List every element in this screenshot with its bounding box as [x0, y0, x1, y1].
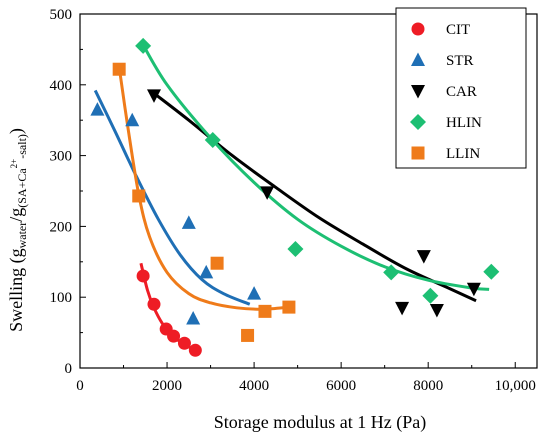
data-point-cit	[136, 269, 150, 283]
legend-marker-hlin	[410, 114, 426, 130]
y-tick-label: 200	[50, 219, 73, 235]
data-point-llin	[241, 328, 255, 342]
legend-label-str: STR	[446, 53, 474, 69]
legend-marker-cit	[411, 22, 425, 36]
y-axis-title-mid: /g	[6, 208, 26, 222]
legend-marker-llin	[411, 146, 425, 160]
data-point-car	[466, 282, 481, 297]
legend-label-cit: CIT	[446, 22, 470, 38]
data-point-str	[181, 215, 196, 229]
fit-curves	[93, 40, 490, 352]
axis-ticks	[79, 13, 516, 369]
x-axis-title: Storage modulus at 1 Hz (Pa)	[214, 412, 426, 433]
x-tick-labels: 0 2000 4000 6000 8000 10,000	[76, 378, 536, 394]
data-point-llin	[210, 256, 224, 270]
data-point-hlin	[483, 263, 500, 280]
fit-curve-hlin	[139, 40, 490, 291]
data-point-llin	[258, 304, 272, 318]
fit-curve-llin	[117, 66, 290, 311]
data-point-cit	[177, 336, 191, 350]
data-point-hlin	[135, 37, 152, 54]
y-axis-title-sub-water: water	[15, 222, 29, 249]
y-axis-title-sub-salt-end: -salt)	[15, 134, 29, 159]
data-point-hlin	[422, 287, 439, 304]
y-axis-title-prefix: Swelling (g	[6, 248, 27, 332]
data-point-hlin	[204, 132, 221, 149]
y-tick-labels: 0 100 200 300 400 500	[50, 7, 73, 377]
data-point-str	[199, 264, 214, 279]
y-tick-label: 100	[50, 290, 73, 306]
data-point-hlin	[383, 264, 400, 281]
data-point-cit	[188, 343, 202, 357]
data-point-car	[429, 303, 444, 318]
x-tick-label: 6000	[326, 378, 356, 394]
data-point-cit	[167, 329, 181, 343]
legend-marker-str	[411, 52, 425, 66]
y-axis-title: Swelling (gwater/g(SA+Ca2+-salt))	[6, 128, 29, 332]
y-tick-label: 500	[50, 7, 73, 23]
data-point-cit	[147, 297, 161, 311]
legend-label-llin: LLIN	[446, 146, 480, 162]
x-tick-label: 0	[76, 378, 84, 394]
x-tick-label: 8000	[413, 378, 443, 394]
legend: CIT STR CAR HLIN LLIN	[395, 7, 527, 169]
legend-label-car: CAR	[446, 84, 477, 100]
y-axis-title-sup: 2+	[9, 159, 19, 169]
y-axis-title-sub-salt: (SA+Ca	[15, 168, 29, 208]
y-axis-title-suffix: )	[6, 128, 27, 134]
x-tick-label: 10,000	[495, 378, 536, 394]
data-point-car	[416, 250, 431, 264]
data-point-str	[90, 102, 105, 116]
data-point-hlin	[287, 241, 304, 258]
data-points	[90, 37, 500, 357]
y-tick-label: 400	[50, 78, 73, 94]
fit-curve-str	[93, 89, 251, 306]
data-point-car	[395, 301, 410, 316]
data-point-str	[247, 286, 262, 300]
data-point-str	[125, 112, 140, 127]
x-tick-label: 4000	[239, 378, 269, 394]
data-point-llin	[282, 300, 296, 314]
data-point-car	[146, 89, 161, 103]
data-point-llin	[132, 189, 146, 203]
legend-marker-car	[411, 85, 425, 99]
legend-label-hlin: HLIN	[446, 115, 482, 131]
data-point-car	[260, 186, 275, 200]
x-tick-label: 2000	[152, 378, 182, 394]
y-tick-label: 300	[50, 149, 73, 165]
y-tick-label: 0	[65, 361, 73, 377]
data-point-str	[186, 310, 201, 325]
data-point-llin	[112, 62, 126, 76]
